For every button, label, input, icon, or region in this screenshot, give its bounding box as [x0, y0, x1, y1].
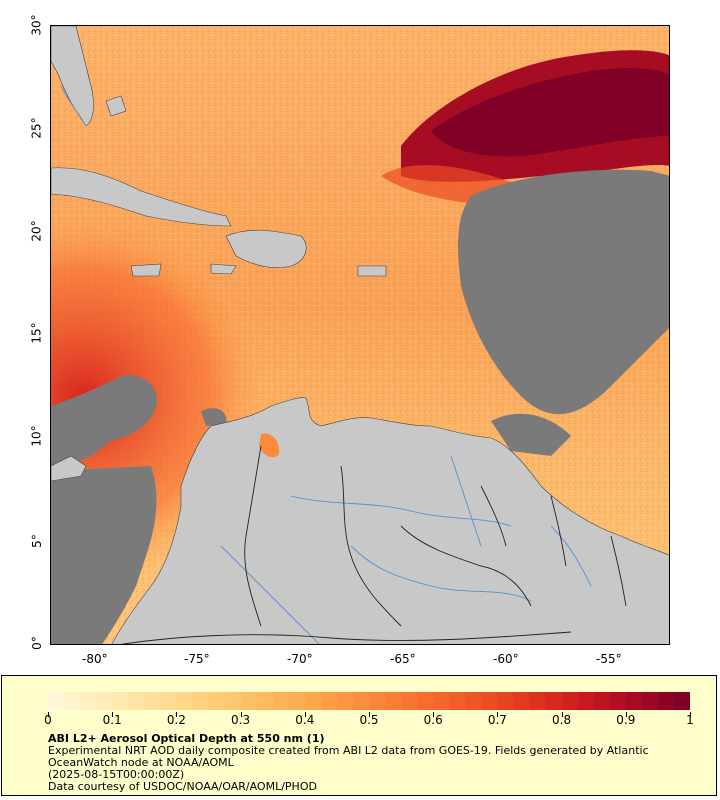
lat-label-30: 30°: [29, 14, 44, 36]
colorbar-segment: [208, 692, 225, 710]
colorbar-tick-mark: [369, 712, 370, 717]
colorbar-segment: [64, 692, 81, 710]
colorbar-tick-label: 0: [44, 713, 52, 727]
colorbar-segment: [240, 692, 257, 710]
colorbar-tick-label: 0.5: [359, 713, 379, 727]
legend-description: Experimental NRT AOD daily composite cre…: [48, 744, 649, 769]
colorbar-segment: [417, 692, 434, 710]
colorbar-tick-mark: [48, 712, 49, 717]
colorbar-segment: [336, 692, 353, 710]
dust-plume-core: [431, 68, 669, 157]
colorbar-segment: [304, 692, 321, 710]
colorbar-segment: [513, 692, 530, 710]
colorbar-tick-mark: [497, 712, 499, 717]
colorbar-segment: [465, 692, 482, 710]
colorbar-tick-label: 0.8: [552, 713, 572, 727]
colorbar-tick-label: 0.7: [487, 713, 507, 727]
colorbar-segment: [577, 692, 594, 710]
colorbar-tick-label: 0.3: [231, 713, 251, 727]
lon-label-80: -80°: [82, 652, 108, 666]
colorbar-tick-mark: [304, 712, 306, 717]
colorbar-tick-mark: [433, 712, 435, 717]
lon-label-70: -70°: [287, 652, 313, 666]
colorbar-segment: [401, 692, 418, 710]
colorbar-segment: [481, 692, 498, 710]
colorbar-tick-mark: [240, 712, 242, 717]
lat-label-0: 0°: [29, 636, 44, 650]
lon-label-60: -60°: [493, 652, 519, 666]
map-canvas: [51, 26, 669, 644]
colorbar-segment: [288, 692, 305, 710]
colorbar-segment: [384, 692, 402, 710]
colorbar-segment: [272, 692, 289, 710]
rivers: [60, 85, 592, 644]
legend-date: (2025-08-15T00:00:00Z): [48, 768, 185, 781]
colorbar-tick-mark: [176, 712, 178, 717]
colorbar-tick-label: 0.6: [423, 713, 443, 727]
colorbar-segment: [224, 692, 241, 710]
lat-label-20: 20°: [29, 220, 44, 242]
colorbar-segment: [561, 692, 578, 710]
country-borders: [120, 445, 627, 644]
colorbar-segment: [80, 692, 97, 710]
lat-label-5: 5°: [29, 534, 44, 548]
colorbar-segment: [144, 692, 161, 710]
aod-map: [50, 25, 670, 645]
colorbar-segment: [112, 692, 129, 710]
colorbar-segment: [609, 692, 626, 710]
lake-maracaibo: [259, 433, 280, 458]
legend-panel: 0 0.1 0.2 0.3 0.4 0.5 0.6 0.7 0.8 0.9 1 ABI L2+ Ae…: [1, 675, 717, 796]
colorbar-segment: [96, 692, 113, 710]
colorbar-tick-label: 0.2: [166, 713, 186, 727]
colorbar-segment: [545, 692, 562, 710]
colorbar-segment: [368, 692, 385, 710]
colorbar-segment: [160, 692, 177, 710]
lon-label-55: -55°: [596, 652, 622, 666]
colorbar-tick-label: 0.9: [616, 713, 636, 727]
colorbar-segment: [497, 692, 514, 710]
colorbar-tick-mark: [690, 712, 691, 717]
land-masses: [51, 26, 669, 644]
no-data-regions: [51, 169, 669, 644]
colorbar-segment: [128, 692, 145, 710]
colorbar-tick-mark: [112, 712, 114, 717]
colorbar-tick-label: 1: [686, 713, 694, 727]
colorbar: [48, 692, 690, 710]
colorbar-segment: [192, 692, 209, 710]
colorbar-segment: [320, 692, 337, 710]
colorbar-segment: [449, 692, 466, 710]
colorbar-segment: [256, 692, 273, 710]
colorbar-segment: [529, 692, 546, 710]
legend-title: ABI L2+ Aerosol Optical Depth at 550 nm …: [48, 732, 325, 745]
lat-label-25: 25°: [29, 117, 44, 139]
colorbar-segment: [48, 692, 65, 710]
colorbar-tick-label: 0.4: [295, 713, 315, 727]
colorbar-segment: [625, 692, 642, 710]
lon-label-65: -65°: [390, 652, 416, 666]
colorbar-segment: [641, 692, 658, 710]
colorbar-segment: [433, 692, 450, 710]
legend-credit: Data courtesy of USDOC/NOAA/OAR/AOML/PHO…: [48, 780, 317, 793]
colorbar-segment: [176, 692, 193, 710]
lon-label-75: -75°: [184, 652, 210, 666]
lat-label-10: 10°: [29, 425, 44, 447]
lat-label-15: 15°: [29, 322, 44, 344]
colorbar-segment: [657, 692, 674, 710]
colorbar-segment: [352, 692, 369, 710]
colorbar-tick-mark: [625, 712, 627, 717]
colorbar-segment: [593, 692, 610, 710]
colorbar-segment: [673, 692, 690, 710]
colorbar-tick-mark: [561, 712, 563, 717]
colorbar-tick-label: 0.1: [102, 713, 122, 727]
legend-text: ABI L2+ Aerosol Optical Depth at 550 nm …: [48, 733, 688, 793]
